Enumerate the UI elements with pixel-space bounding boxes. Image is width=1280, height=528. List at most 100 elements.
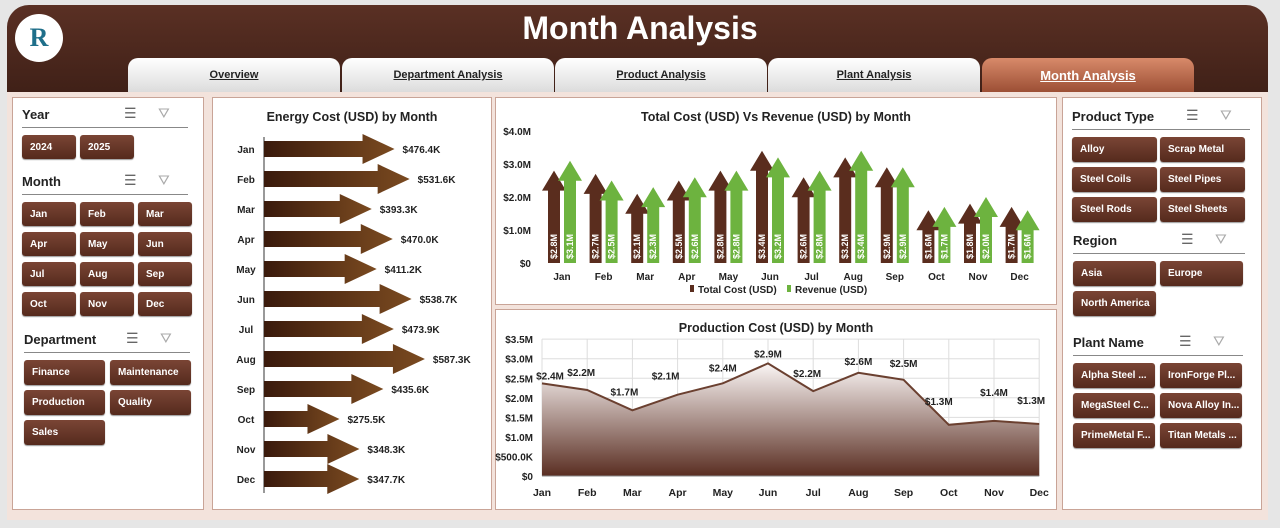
plant-name-slicer-item[interactable]: Nova Alloy In... [1160, 393, 1242, 418]
energy-arrow-bar [264, 194, 372, 224]
series-line [541, 362, 1040, 426]
energy-arrow-bar [264, 344, 425, 374]
data-label: $2.9M [754, 349, 782, 360]
multi-select-icon[interactable]: ☰ [1181, 231, 1194, 247]
department-slicer-item[interactable]: Sales [24, 420, 105, 445]
product-type-slicer-item[interactable]: Steel Pipes [1160, 167, 1245, 192]
data-label: $2.8M [731, 234, 741, 259]
month-slicer-item[interactable]: Feb [80, 202, 134, 226]
department-slicer-item[interactable]: Maintenance [110, 360, 191, 385]
product-type-slicer-item[interactable]: Steel Rods [1072, 197, 1157, 222]
clear-filter-icon[interactable]: ⛛ [160, 330, 172, 346]
data-label: $2.6M [799, 234, 809, 259]
plant-name-divider [1073, 355, 1243, 356]
clear-filter-icon[interactable]: ⛛ [1213, 333, 1225, 349]
year-slicer-item[interactable]: 2024 [22, 135, 76, 159]
clear-filter-icon[interactable]: ⛛ [1215, 231, 1227, 247]
product-type-slicer-title: Product Type [1072, 109, 1155, 124]
department-slicer-item[interactable]: Production [24, 390, 105, 415]
month-slicer-item[interactable]: Jan [22, 202, 76, 226]
x-tick-label: Dec [1030, 487, 1049, 499]
data-label: $1.7M [1007, 234, 1017, 259]
month-slicer-item[interactable]: Jun [138, 232, 192, 256]
data-label: $1.6M [923, 234, 933, 259]
multi-select-icon[interactable]: ☰ [126, 330, 139, 346]
category-label: Nov [237, 445, 256, 456]
plant-name-slicer-item[interactable]: IronForge Pl... [1160, 363, 1242, 388]
x-tick-label: Feb [578, 487, 597, 499]
month-slicer-item[interactable]: Dec [138, 292, 192, 316]
tab-product-analysis[interactable]: Product Analysis [555, 58, 767, 92]
multi-select-icon[interactable]: ☰ [124, 172, 137, 188]
revenue-arrow-bar [766, 157, 790, 263]
data-label: $3.2M [840, 234, 850, 259]
total-cost-arrow-bar [542, 170, 566, 263]
data-label: $2.8M [715, 234, 725, 259]
plant-name-slicer-title: Plant Name [1073, 335, 1144, 350]
product-type-slicer-item[interactable]: Scrap Metal [1160, 137, 1245, 162]
tab-overview[interactable]: Overview [128, 58, 340, 92]
plant-name-slicer-item[interactable]: PrimeMetal F... [1073, 423, 1155, 448]
year-slicer-item[interactable]: 2025 [80, 135, 134, 159]
data-label: $2.8M [549, 234, 559, 259]
data-label: $473.9K [402, 325, 441, 336]
x-tick-label: May [719, 272, 739, 283]
data-label: $531.6K [418, 175, 457, 186]
department-slicer-item[interactable]: Finance [24, 360, 105, 385]
clear-filter-icon[interactable]: ⛛ [1220, 107, 1232, 123]
month-slicer-item[interactable]: Apr [22, 232, 76, 256]
month-slicer-item[interactable]: Mar [138, 202, 192, 226]
category-label: Feb [237, 175, 255, 186]
region-slicer-item[interactable]: Asia [1073, 261, 1156, 286]
multi-select-icon[interactable]: ☰ [1186, 107, 1199, 123]
x-tick-label: Jan [553, 272, 570, 283]
x-tick-label: May [713, 487, 734, 499]
data-label: $2.1M [632, 234, 642, 259]
data-label: $587.3K [433, 355, 472, 366]
plant-name-slicer-item[interactable]: MegaSteel C... [1073, 393, 1155, 418]
category-label: Mar [237, 205, 255, 216]
month-slicer-item[interactable]: Nov [80, 292, 134, 316]
y-tick-label: $500.0K [495, 452, 534, 463]
month-slicer-item[interactable]: Sep [138, 262, 192, 286]
energy-arrow-bar [264, 284, 412, 314]
plant-name-slicer-item[interactable]: Titan Metals ... [1160, 423, 1242, 448]
region-slicer-item[interactable]: Europe [1160, 261, 1243, 286]
tab-month-analysis[interactable]: Month Analysis [982, 58, 1194, 92]
energy-arrow-bar [264, 314, 394, 344]
data-label: $2.9M [882, 234, 892, 259]
revenue-arrow-bar [890, 167, 915, 263]
month-slicer-item[interactable]: May [80, 232, 134, 256]
y-tick-label: $2.5M [505, 374, 533, 385]
multi-select-icon[interactable]: ☰ [124, 105, 137, 121]
y-tick-label: $1.0M [503, 226, 531, 237]
region-slicer-title: Region [1073, 233, 1118, 248]
department-slicer-item[interactable]: Quality [110, 390, 191, 415]
multi-select-icon[interactable]: ☰ [1179, 333, 1192, 349]
tab-plant-analysis[interactable]: Plant Analysis [768, 58, 980, 92]
data-label: $2.1M [652, 372, 680, 383]
data-label: $2.6M [690, 234, 700, 259]
legend-label: Total Cost (USD) [698, 285, 777, 296]
plant-name-slicer-item[interactable]: Alpha Steel ... [1073, 363, 1155, 388]
data-label: $1.8M [965, 234, 975, 259]
energy-arrow-bar [264, 434, 360, 464]
month-slicer-item[interactable]: Oct [22, 292, 76, 316]
legend-label: Revenue (USD) [795, 285, 867, 296]
product-type-slicer-item[interactable]: Steel Sheets [1160, 197, 1245, 222]
region-slicer-item[interactable]: North America [1073, 291, 1156, 316]
data-label: $3.4M [856, 234, 866, 259]
total-cost-arrow-bar [583, 173, 608, 263]
month-slicer-item[interactable]: Jul [22, 262, 76, 286]
total-cost-arrow-bar [666, 180, 691, 263]
data-label: $2.4M [709, 363, 737, 374]
product-type-slicer-item[interactable]: Alloy [1072, 137, 1157, 162]
clear-filter-icon[interactable]: ⛛ [158, 105, 170, 121]
product-type-slicer-item[interactable]: Steel Coils [1072, 167, 1157, 192]
month-slicer-item[interactable]: Aug [80, 262, 134, 286]
energy-arrow-bar [264, 254, 377, 284]
clear-filter-icon[interactable]: ⛛ [158, 172, 170, 188]
y-tick-label: $2.0M [503, 193, 531, 204]
data-label: $1.7M [611, 387, 639, 398]
tab-department-analysis[interactable]: Department Analysis [342, 58, 554, 92]
